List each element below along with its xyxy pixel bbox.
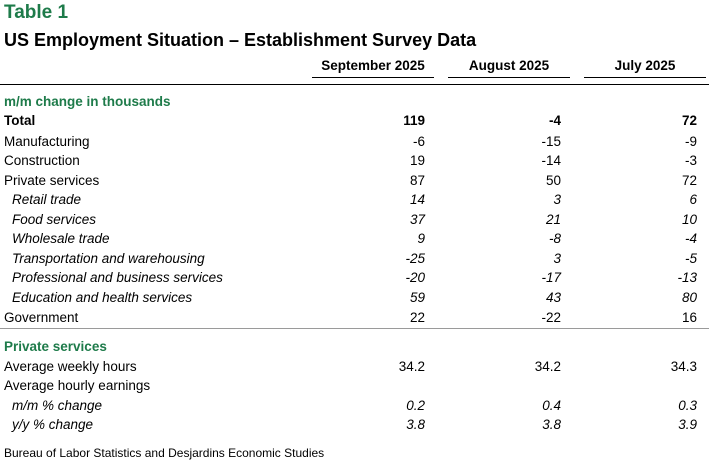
table-row-hourly-earnings: Average hourly earnings: [0, 378, 709, 397]
column-header-august-2025: August 2025: [448, 58, 570, 78]
cell-september: -25: [405, 251, 425, 266]
column-header-september-2025: September 2025: [312, 58, 434, 78]
row-label: Average weekly hours: [4, 359, 137, 374]
cell-july: 72: [681, 173, 697, 188]
row-label: m/m % change: [12, 398, 103, 413]
cell-august: -14: [541, 153, 561, 168]
table-row-manufacturing: Manufacturing -6 -15 -9: [0, 134, 709, 153]
cell-july: -4: [684, 231, 697, 246]
row-label: Food services: [12, 212, 97, 227]
cell-july: 72: [681, 113, 697, 128]
table-row-weekly-hours: Average weekly hours 34.2 34.2 34.3: [0, 359, 709, 378]
table-row-wholesale-trade: Wholesale trade 9 -8 -4: [0, 231, 709, 250]
cell-august: 43: [545, 290, 561, 305]
cell-september: 87: [409, 173, 425, 188]
cell-september: 3.8: [406, 417, 425, 432]
cell-july: 34.3: [670, 359, 697, 374]
row-label: Retail trade: [12, 192, 82, 207]
table-row-professional: Professional and business services -20 -…: [0, 270, 709, 289]
column-header-july-2025: July 2025: [584, 58, 706, 78]
table-row-yy-pct-change: y/y % change 3.8 3.8 3.9: [0, 417, 709, 436]
cell-september: 19: [409, 153, 425, 168]
table-row-government: Government 22 -22 16: [0, 310, 709, 329]
row-label: Average hourly earnings: [4, 378, 151, 393]
cell-september: 119: [403, 113, 425, 128]
table-row-construction: Construction 19 -14 -3: [0, 153, 709, 172]
table-row-total: Total 119 -4 72: [0, 113, 709, 132]
row-label: Private services: [4, 173, 100, 188]
cell-july: 10: [681, 212, 697, 227]
cell-september: 0.2: [406, 398, 425, 413]
row-label: y/y % change: [12, 417, 94, 432]
table-row-education-health: Education and health services 59 43 80: [0, 290, 709, 309]
cell-september: 37: [409, 212, 425, 227]
table-row-private-services: Private services 87 50 72: [0, 173, 709, 192]
header-rule: [0, 84, 709, 85]
cell-september: 59: [409, 290, 425, 305]
table-row-food-services: Food services 37 21 10: [0, 212, 709, 231]
cell-july: 6: [689, 192, 697, 207]
cell-august: 3: [553, 192, 561, 207]
cell-august: 0.4: [542, 398, 561, 413]
cell-july: 0.3: [678, 398, 697, 413]
cell-august: 3.8: [542, 417, 561, 432]
row-label: Government: [4, 310, 79, 325]
cell-july: -13: [677, 270, 697, 285]
cell-august: 34.2: [534, 359, 561, 374]
cell-august: -4: [548, 113, 561, 128]
cell-july: 3.9: [678, 417, 697, 432]
row-label: Manufacturing: [4, 134, 90, 149]
cell-july: 80: [681, 290, 697, 305]
cell-september: 22: [409, 310, 425, 325]
cell-august: -15: [541, 134, 561, 149]
cell-august: -22: [541, 310, 561, 325]
cell-september: -6: [412, 134, 425, 149]
row-label: Total: [4, 113, 36, 128]
cell-august: 3: [553, 251, 561, 266]
row-label: Education and health services: [12, 290, 193, 305]
cell-september: 9: [417, 231, 425, 246]
row-label: Wholesale trade: [12, 231, 110, 246]
cell-july: -5: [684, 251, 697, 266]
table-title: US Employment Situation – Establishment …: [4, 30, 477, 50]
cell-july: 16: [681, 310, 697, 325]
cell-august: -8: [548, 231, 561, 246]
cell-august: 21: [545, 212, 561, 227]
table-row-mm-pct-change: m/m % change 0.2 0.4 0.3: [0, 398, 709, 417]
cell-august: -17: [541, 270, 561, 285]
table-label: Table 1: [4, 2, 69, 23]
cell-july: -3: [684, 153, 697, 168]
row-label: Professional and business services: [12, 270, 223, 285]
table-row-transportation: Transportation and warehousing -25 3 -5: [0, 251, 709, 270]
source-note: Bureau of Labor Statistics and Desjardin…: [4, 446, 325, 460]
row-label: Construction: [4, 153, 80, 168]
cell-september: 34.2: [398, 359, 425, 374]
section-private-services: Private services: [4, 339, 107, 354]
section-mm-change: m/m change in thousands: [4, 94, 171, 109]
section-divider: [0, 328, 709, 329]
cell-september: 14: [409, 192, 425, 207]
row-label: Transportation and warehousing: [12, 251, 205, 266]
cell-september: -20: [405, 270, 425, 285]
table-row-retail-trade: Retail trade 14 3 6: [0, 192, 709, 211]
cell-july: -9: [684, 134, 697, 149]
cell-august: 50: [545, 173, 561, 188]
